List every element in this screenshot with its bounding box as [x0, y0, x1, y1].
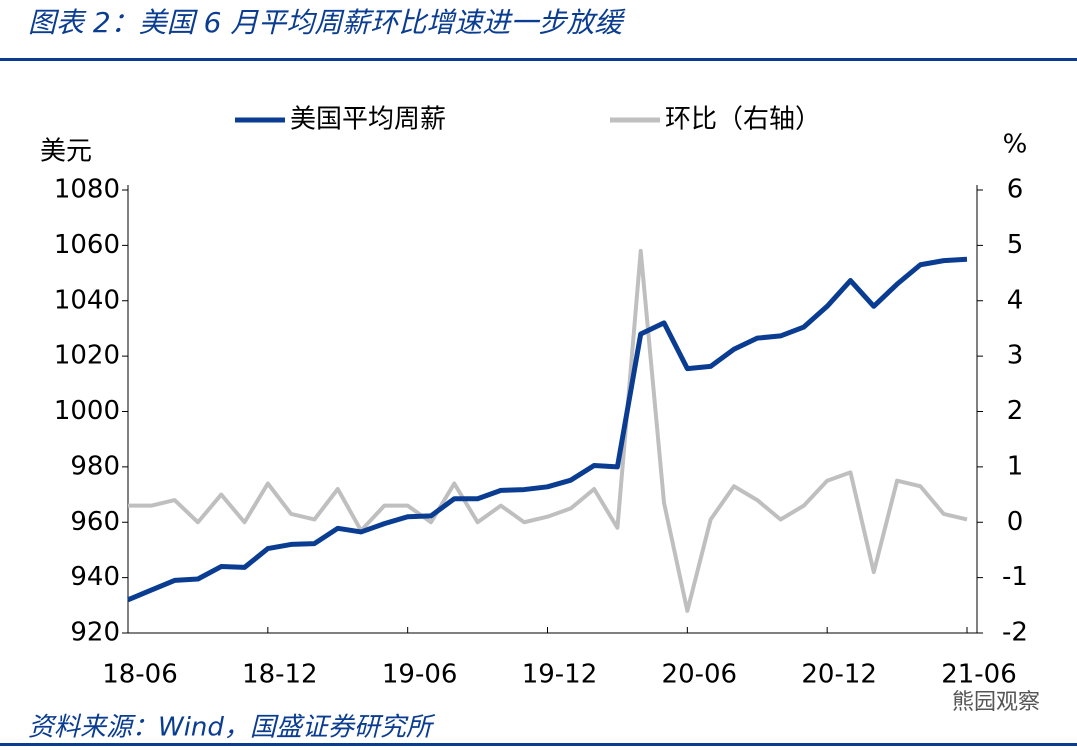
x-tick-label: 20-12: [801, 660, 877, 690]
watermark: 熊园观察: [952, 690, 1040, 715]
y-axis-label: 美元: [40, 137, 92, 167]
x-tick-label: 20-06: [662, 660, 738, 690]
y-tick-label: 1080: [54, 175, 120, 205]
y2-tick-label: 4: [1007, 285, 1024, 315]
bottom-rule: [0, 743, 1077, 746]
y-tick-label: 1060: [54, 230, 120, 260]
y-tick-label: 940: [70, 562, 120, 592]
y2-tick-label: 6: [1007, 175, 1024, 205]
y2-tick-label: 5: [1007, 230, 1024, 260]
legend-label: 美国平均周薪: [290, 105, 446, 135]
y-tick-label: 960: [70, 507, 120, 537]
y2-tick-label: -1: [1002, 562, 1028, 592]
y2-tick-label: 1: [1007, 451, 1024, 481]
x-tick-label: 18-06: [102, 660, 178, 690]
y-tick-label: 920: [70, 618, 120, 648]
x-tick-label: 19-06: [382, 660, 458, 690]
chart-title: 图表 2：美国 6 月平均周薪环比增速进一步放缓: [28, 6, 626, 39]
y-tick-label: 1020: [54, 341, 120, 371]
legend-label: 环比（右轴）: [665, 105, 821, 135]
line-series: [128, 248, 968, 613]
x-tick-label: 21-06: [941, 660, 1017, 690]
y2-tick-label: 2: [1007, 396, 1024, 426]
x-tick-label: 18-12: [242, 660, 318, 690]
y2-tick-label: -2: [1002, 618, 1028, 648]
line-series: [127, 256, 968, 603]
y2-axis-label: %: [1003, 130, 1028, 160]
y-tick-label: 1000: [54, 396, 120, 426]
title-rule: [0, 58, 1077, 61]
y-tick-label: 1040: [54, 285, 120, 315]
y-tick-label: 980: [70, 451, 120, 481]
y2-tick-label: 0: [1007, 507, 1024, 537]
x-tick-label: 19-12: [522, 660, 598, 690]
y2-tick-label: 3: [1007, 341, 1024, 371]
source: 资料来源：Wind，国盛证券研究所: [28, 713, 436, 743]
